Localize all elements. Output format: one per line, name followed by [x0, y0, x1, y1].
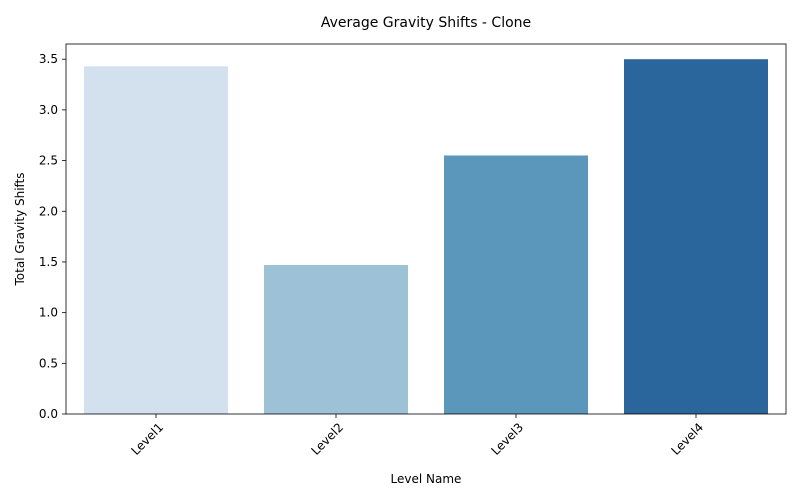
x-tick-label: Level1 — [128, 420, 166, 458]
bar-level4 — [624, 59, 768, 415]
y-tick-label: 3.5 — [39, 52, 58, 66]
plot-frame — [65, 43, 787, 415]
x-tick-label: Level2 — [308, 420, 346, 458]
y-tick-label: 0.5 — [39, 356, 58, 370]
chart-title: Average Gravity Shifts - Clone — [321, 15, 531, 31]
y-tick-label: 0.0 — [39, 407, 58, 421]
y-tick-label: 1.0 — [39, 306, 58, 320]
x-axis-label: Level Name — [391, 472, 462, 486]
x-tick-label: Level3 — [488, 420, 526, 458]
y-tick-label: 1.5 — [39, 255, 58, 269]
y-tick-label: 3.0 — [39, 103, 58, 117]
x-axis: Level1 Level2 Level3 Level4 — [128, 414, 706, 458]
y-axis: 0.0 0.5 1.0 1.5 2.0 2.5 3.0 3.5 — [39, 52, 66, 421]
bar-level1 — [84, 66, 228, 415]
y-tick-label: 2.5 — [39, 154, 58, 168]
y-tick-label: 2.0 — [39, 204, 58, 218]
bar-level3 — [444, 155, 588, 415]
bars-group — [84, 59, 768, 415]
bar-level2 — [264, 264, 408, 414]
x-tick-label: Level4 — [668, 420, 706, 458]
y-axis-label: Total Gravity Shifts — [13, 172, 27, 286]
